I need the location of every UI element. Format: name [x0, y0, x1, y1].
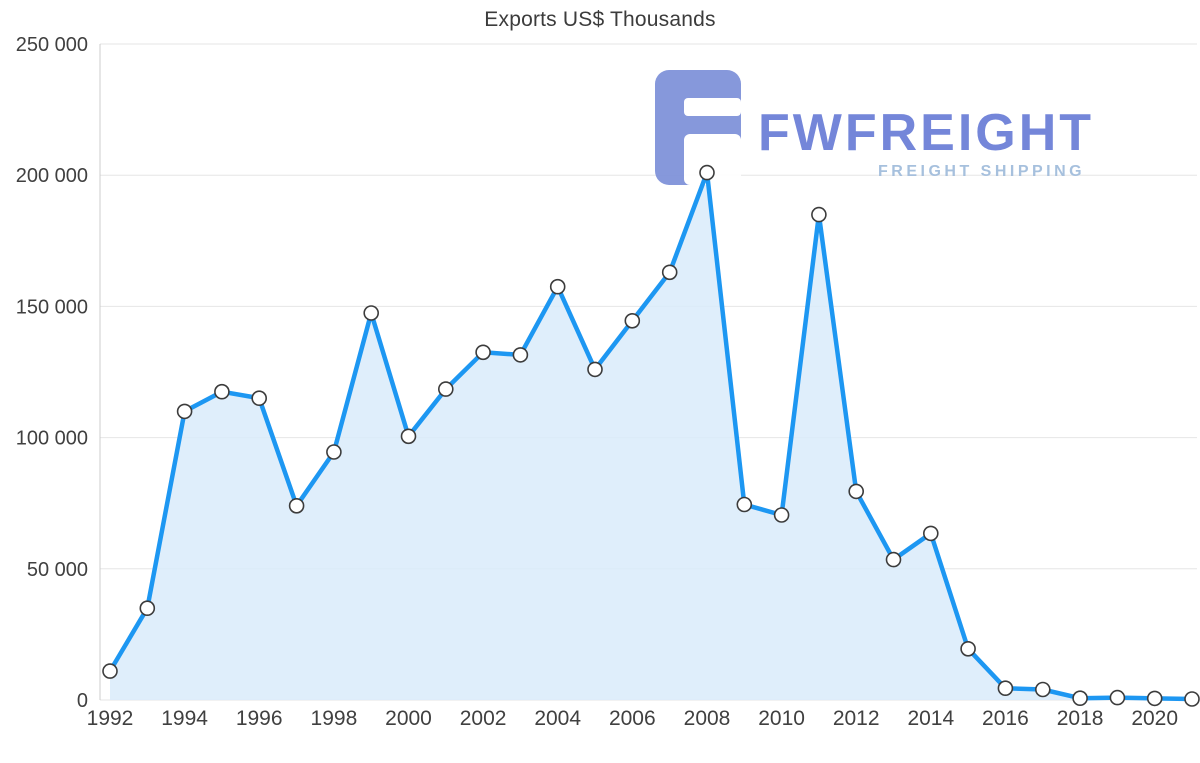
data-point[interactable] — [1184, 691, 1200, 707]
x-axis-label: 2008 — [684, 707, 731, 730]
x-axis-label: 2014 — [907, 707, 954, 730]
data-point[interactable] — [1109, 689, 1126, 706]
x-axis-layer: 1992 1994 1996 1998 2000 2002 2004 2006 2008 2010… — [87, 707, 1178, 730]
y-axis-label: 200 000 — [16, 165, 88, 187]
area-layer — [110, 172, 1192, 701]
x-axis-label: 2012 — [833, 707, 880, 730]
data-point[interactable] — [214, 383, 230, 400]
x-axis-label: 2006 — [609, 707, 656, 730]
logo-icon-notch-top — [684, 98, 741, 116]
data-point[interactable] — [661, 264, 678, 281]
x-axis-label: 2002 — [460, 707, 507, 730]
data-point[interactable] — [960, 640, 976, 657]
x-axis-label: 1992 — [87, 707, 134, 730]
watermark-logo: FWFREIGHT FREIGHT SHIPPING — [655, 70, 1094, 185]
data-point[interactable] — [326, 444, 342, 460]
data-point[interactable] — [997, 680, 1014, 697]
data-point[interactable] — [288, 497, 305, 514]
data-point[interactable] — [699, 164, 715, 181]
chart-title: Exports US$ Thousands — [484, 8, 716, 31]
x-axis-label: 2018 — [1057, 707, 1104, 730]
y-axis-label: 50 000 — [27, 559, 88, 581]
logo-text: FWFREIGHT — [758, 104, 1094, 162]
y-axis-label: 250 000 — [16, 34, 88, 56]
data-point[interactable] — [624, 312, 641, 329]
x-axis-label: 2000 — [385, 707, 432, 730]
data-point[interactable] — [176, 403, 193, 420]
x-axis-label: 1996 — [236, 707, 283, 730]
data-point[interactable] — [251, 390, 268, 407]
data-point[interactable] — [400, 428, 417, 445]
data-point[interactable] — [885, 551, 902, 568]
x-axis-label: 2016 — [982, 707, 1029, 730]
grid-layer: 0 50 000 100 000 150 000 200 000 250 000 — [16, 34, 1197, 712]
y-axis-label: 150 000 — [16, 296, 88, 318]
y-axis-label: 100 000 — [16, 428, 88, 450]
area-fill — [110, 172, 1192, 701]
data-point[interactable] — [475, 344, 491, 361]
data-point[interactable] — [1035, 681, 1051, 698]
data-point[interactable] — [363, 305, 380, 321]
data-point[interactable] — [437, 381, 454, 397]
data-point[interactable] — [1072, 690, 1088, 707]
x-axis-label: 2004 — [534, 707, 581, 730]
x-axis-label: 2010 — [758, 707, 805, 730]
data-point[interactable] — [1146, 690, 1163, 707]
data-point[interactable] — [811, 206, 827, 223]
marker-layer — [102, 164, 1200, 707]
data-point[interactable] — [773, 507, 790, 523]
x-axis-label: 2020 — [1131, 707, 1178, 730]
data-point[interactable] — [848, 483, 865, 500]
x-axis-label: 1998 — [311, 707, 358, 730]
y-axis-label: 0 — [77, 690, 88, 712]
data-point[interactable] — [102, 663, 118, 679]
data-point[interactable] — [922, 525, 939, 542]
logo-tagline: FREIGHT SHIPPING — [878, 163, 1085, 180]
data-point[interactable] — [587, 361, 603, 378]
fwfreight-logo-icon — [655, 70, 741, 185]
logo-icon-notch-bottom — [684, 134, 741, 185]
data-point[interactable] — [139, 600, 156, 617]
x-axis-label: 1994 — [161, 707, 208, 730]
data-point[interactable] — [736, 496, 753, 513]
data-point[interactable] — [549, 278, 566, 295]
data-point[interactable] — [512, 347, 529, 363]
